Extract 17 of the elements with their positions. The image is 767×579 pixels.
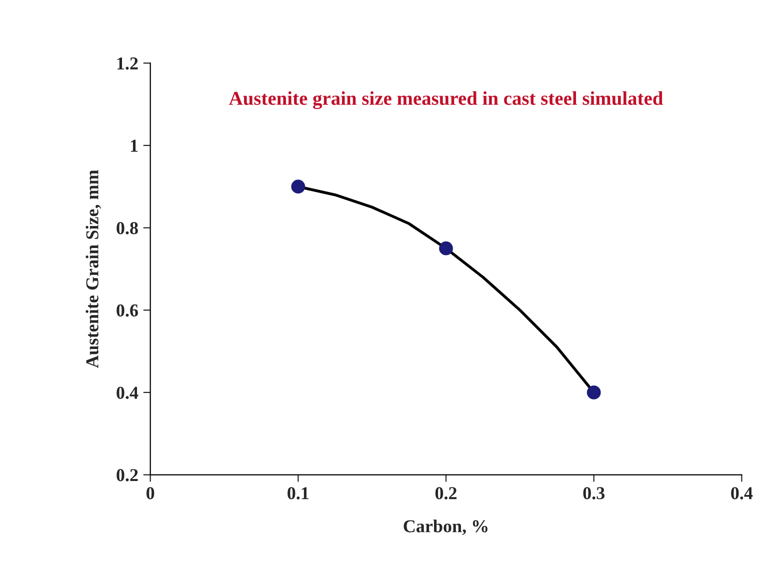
x-tick-label: 0.4 [731, 487, 753, 500]
y-tick-label: 0.6 [116, 304, 138, 317]
y-tick-label: 0.2 [116, 469, 138, 482]
y-tick-label: 1 [130, 140, 138, 152]
y-tick-label: 0.8 [116, 222, 138, 234]
point [291, 180, 306, 194]
y-tick-label: 0.4 [116, 386, 138, 399]
x-tick-label: 0.2 [435, 487, 457, 500]
x-tick-label: 0.3 [583, 487, 605, 500]
point [439, 241, 453, 256]
y-tick-label: 1.2 [117, 57, 138, 70]
y-axis-title: Austenite Grain Size, mm [86, 170, 102, 368]
x-tick-label: 0.1 [288, 487, 309, 500]
point [586, 386, 601, 400]
annotation: Austenite grain size measured in cast steel simulated [228, 91, 663, 110]
x-axis-title: Carbon, % [404, 520, 488, 535]
x-tick-label: 0 [146, 487, 154, 500]
